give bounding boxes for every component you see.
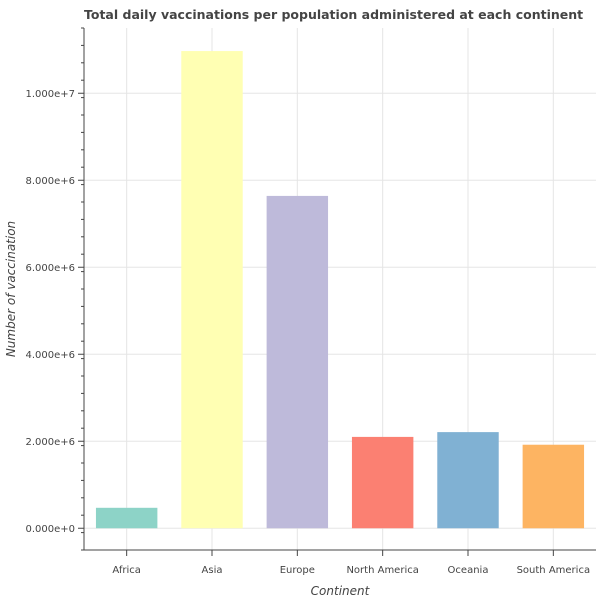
x-tick-label: North America [346,565,418,576]
x-tick-label: Oceania [448,565,489,576]
bar [266,195,329,529]
bar [351,436,414,529]
y-axis-label: Number of vaccination [4,221,18,357]
x-tick-label: Europe [280,565,315,576]
y-tick-label: 1.000e+7 [25,89,75,100]
x-axis-label: Continent [311,584,371,598]
x-tick-label: Asia [202,565,223,576]
y-tick-label: 8.000e+6 [25,176,75,187]
bar [437,432,499,529]
y-tick-label: 2.000e+6 [25,437,75,448]
ticks-layer: 0.000e+0 2.000e+6 4.000e+6 6.000e+6 8.000e+6… [25,27,591,576]
y-tick-label: 4.000e+6 [25,350,75,361]
bar [95,507,158,529]
bars-layer [95,51,585,529]
bar [181,51,243,529]
x-tick-label: Africa [112,565,141,576]
y-tick-label: 0.000e+0 [25,524,75,535]
x-tick-label: South America [517,565,591,576]
y-tick-label: 6.000e+6 [25,263,75,274]
chart-title: Total daily vaccinations per population … [84,7,583,22]
bar [522,444,585,529]
